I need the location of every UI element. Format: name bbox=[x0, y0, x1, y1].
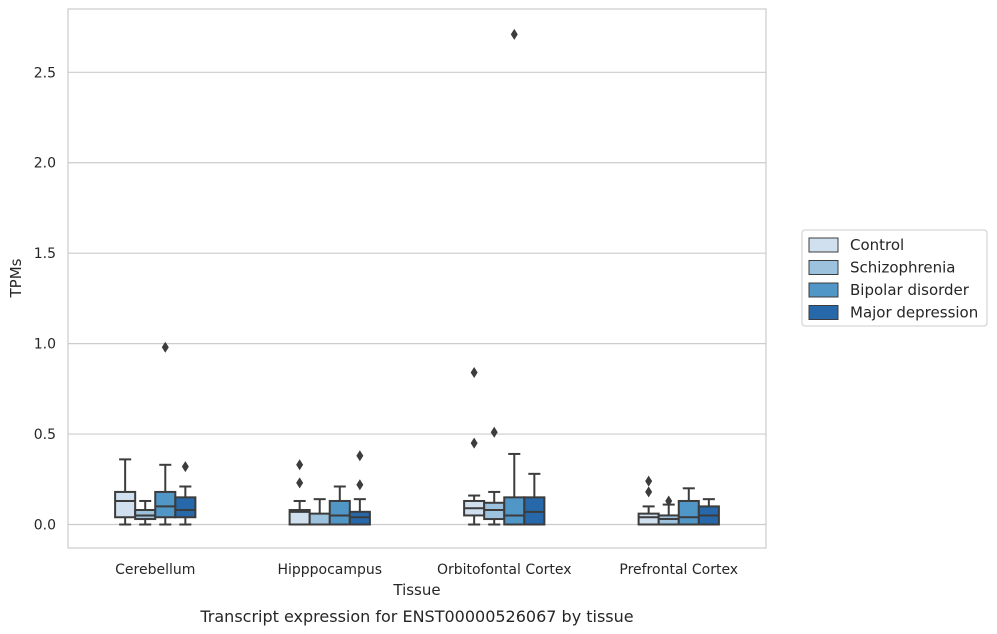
x-tick-label: Orbitofontal Cortex bbox=[437, 562, 572, 578]
box-control bbox=[463, 367, 486, 526]
y-axis-label: TPMs bbox=[7, 258, 25, 298]
outlier-point bbox=[470, 367, 478, 379]
box-major-depression bbox=[348, 450, 371, 526]
iqr-box bbox=[174, 496, 197, 519]
iqr-box bbox=[114, 490, 137, 519]
box-bipolar-disorder bbox=[503, 28, 526, 526]
box-schizophrenia bbox=[657, 495, 680, 526]
y-gridlines bbox=[68, 71, 766, 526]
box-schizophrenia bbox=[308, 498, 331, 526]
iqr-box bbox=[503, 496, 526, 526]
outlier-point bbox=[356, 450, 364, 462]
x-axis-label: Tissue bbox=[392, 581, 440, 599]
y-tick-label: 2.5 bbox=[34, 65, 56, 81]
legend-label: Bipolar disorder bbox=[850, 281, 970, 299]
legend-label: Major depression bbox=[850, 304, 978, 322]
box-bipolar-disorder bbox=[154, 341, 177, 526]
outlier-point bbox=[510, 28, 518, 40]
box-schizophrenia bbox=[134, 499, 157, 526]
outlier-point bbox=[161, 341, 169, 353]
box-bipolar-disorder bbox=[677, 487, 700, 526]
outlier-point bbox=[490, 426, 498, 438]
iqr-box bbox=[154, 490, 177, 519]
outlier-point bbox=[645, 486, 653, 498]
box-major-depression bbox=[697, 498, 720, 526]
legend-label: Schizophrenia bbox=[850, 259, 955, 277]
chart-caption: Transcript expression for ENST0000052606… bbox=[199, 607, 633, 626]
outlier-point bbox=[356, 479, 364, 491]
box-schizophrenia bbox=[483, 426, 506, 526]
iqr-box bbox=[637, 512, 660, 526]
legend-label: Control bbox=[850, 236, 904, 254]
y-axis-tick-labels: 0.0 0.5 1.0 1.5 2.0 2.5 bbox=[34, 65, 56, 533]
y-tick-label: 1.5 bbox=[34, 246, 56, 262]
plot-area-frame bbox=[67, 8, 767, 549]
outlier-point bbox=[665, 495, 673, 507]
x-tick-label: Cerebellum bbox=[115, 562, 195, 578]
box-control bbox=[288, 459, 311, 526]
x-tick-label: Hipppocampus bbox=[277, 562, 382, 578]
iqr-box bbox=[308, 512, 331, 526]
box-groups bbox=[114, 28, 720, 526]
outlier-point bbox=[645, 475, 653, 487]
outlier-point bbox=[181, 461, 189, 473]
outlier-point bbox=[470, 437, 478, 449]
legend: Control Schizophrenia Bipolar disorder Majo… bbox=[801, 229, 988, 327]
outlier-point bbox=[296, 477, 304, 489]
iqr-box bbox=[677, 499, 700, 526]
box-major-depression bbox=[523, 472, 546, 526]
box-control bbox=[637, 475, 660, 526]
box-major-depression bbox=[174, 461, 197, 526]
outlier-point bbox=[296, 459, 304, 471]
legend-swatch bbox=[808, 305, 839, 320]
legend-swatch bbox=[808, 260, 839, 275]
x-axis-tick-labels: Cerebellum Hipppocampus Orbitofontal Corte… bbox=[115, 562, 738, 578]
legend-swatch bbox=[808, 282, 839, 298]
y-tick-label: 0.5 bbox=[34, 427, 56, 443]
box-control bbox=[114, 458, 137, 526]
box-bipolar-disorder bbox=[328, 485, 351, 526]
iqr-box bbox=[328, 499, 351, 526]
legend-swatch bbox=[808, 237, 839, 253]
y-tick-label: 0.0 bbox=[34, 517, 56, 533]
x-tick-label: Prefrontal Cortex bbox=[619, 562, 738, 578]
legend-frame bbox=[801, 229, 988, 327]
y-tick-label: 2.0 bbox=[34, 156, 56, 172]
y-tick-label: 1.0 bbox=[34, 337, 56, 353]
